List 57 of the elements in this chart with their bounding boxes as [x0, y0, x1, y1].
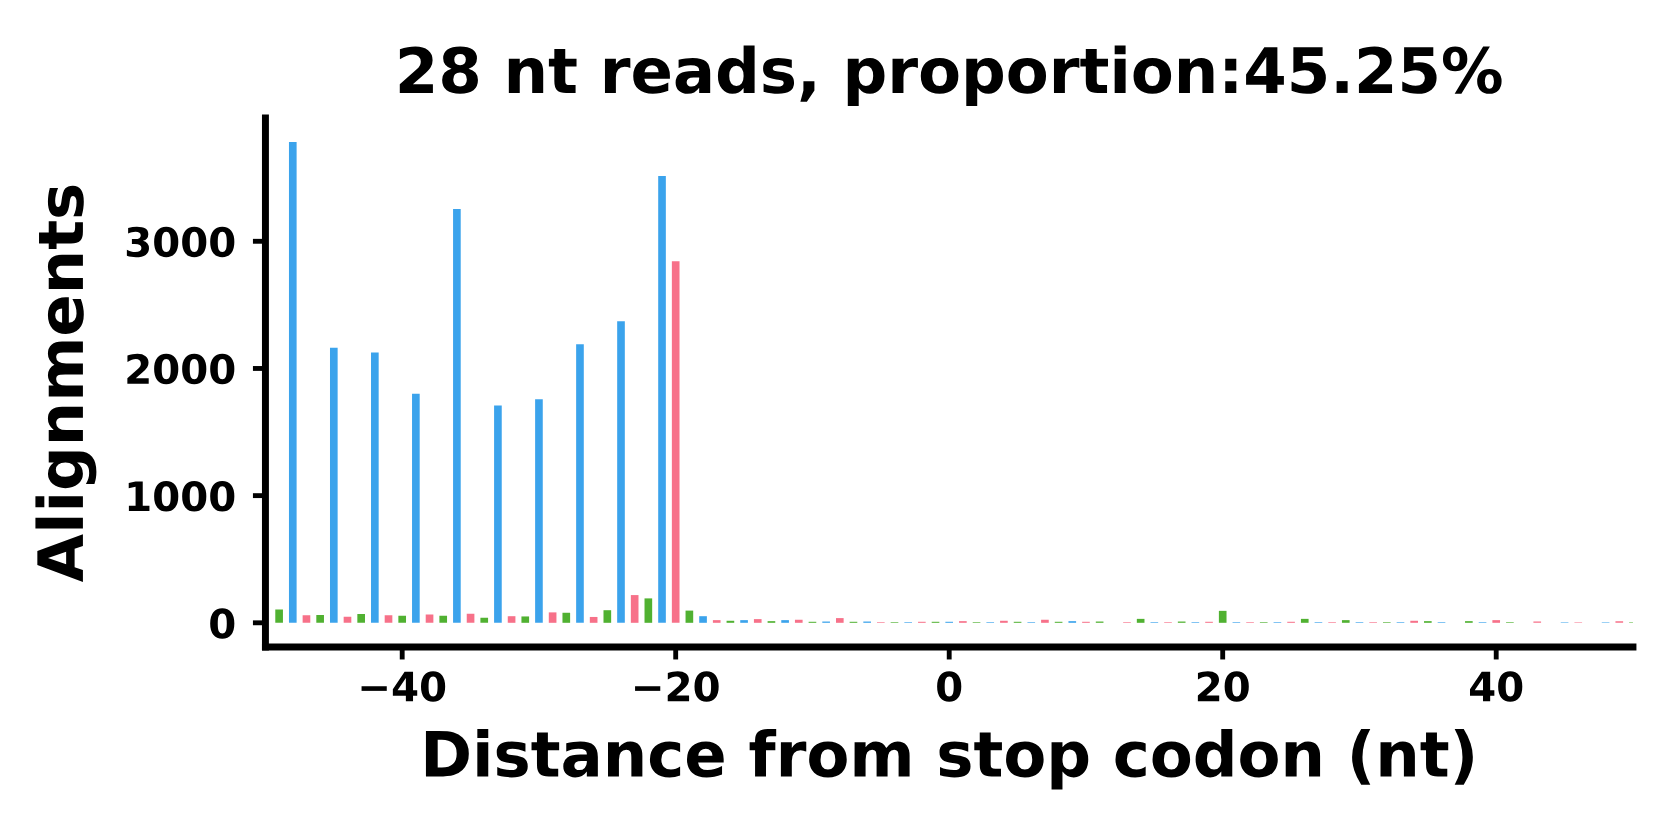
bar [753, 619, 762, 623]
bar [1000, 620, 1008, 623]
bar [412, 393, 420, 623]
bar [288, 142, 297, 623]
bar [507, 616, 516, 623]
bar [466, 613, 475, 623]
y-tick-label: 3000 [126, 226, 235, 258]
bar [1300, 618, 1309, 623]
x-tick-label: 20 [1197, 671, 1249, 702]
bar [1410, 620, 1418, 623]
bar [644, 598, 653, 623]
bar [617, 321, 625, 623]
bar [794, 619, 803, 623]
bar [712, 620, 721, 623]
bar [1341, 620, 1350, 623]
bar [398, 615, 407, 623]
bar [576, 344, 584, 623]
bar [630, 595, 639, 623]
y-tick-label: 0 [210, 608, 235, 639]
x-tick-label: −20 [635, 671, 719, 702]
y-axis-title: Alignments [35, 185, 97, 582]
bar [1218, 610, 1227, 623]
bar [439, 615, 448, 623]
bar [1136, 618, 1145, 623]
bar [671, 261, 680, 623]
bar [453, 209, 461, 623]
bar [521, 616, 530, 623]
bar [589, 616, 598, 623]
bar [781, 620, 789, 623]
chart-title: 28 nt reads, proportion:45.25% [399, 45, 1502, 106]
bar [699, 616, 707, 623]
bar [329, 347, 338, 623]
x-axis-title: Distance from stop codon (nt) [425, 729, 1473, 790]
bar [302, 615, 311, 623]
bar [535, 399, 543, 623]
bar [835, 618, 844, 623]
bar [494, 405, 502, 623]
x-tick-label: 40 [1470, 671, 1523, 702]
bar [384, 615, 393, 623]
x-tick-label: 0 [937, 671, 962, 702]
bar [603, 610, 612, 623]
bar [425, 614, 434, 623]
bar [480, 617, 489, 623]
bar [740, 620, 748, 623]
bar [562, 612, 571, 623]
bar [685, 610, 694, 623]
bar [275, 609, 283, 623]
bar [1041, 619, 1049, 623]
bar [548, 612, 557, 623]
y-tick-label: 1000 [128, 481, 235, 512]
bar [357, 614, 365, 623]
bar [371, 352, 379, 623]
bar [658, 175, 666, 623]
bar [1492, 620, 1501, 623]
y-tick-label: 2000 [127, 353, 235, 385]
x-tick-label: −40 [361, 671, 446, 702]
bar [316, 614, 324, 623]
